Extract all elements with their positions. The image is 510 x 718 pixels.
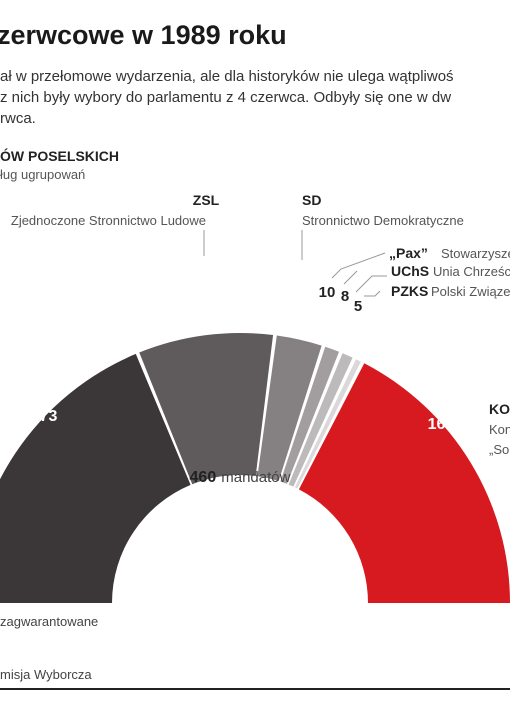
- category-name: Zjednoczone Stronnictwo Ludowe: [11, 213, 206, 228]
- category-abbr: „Pax”: [389, 245, 428, 261]
- bottom-rule: [0, 688, 510, 690]
- category-name: Stronnictwo Demokratyczne: [302, 213, 464, 228]
- category-name: Unia Chrześc: [433, 264, 510, 279]
- value-label: 5: [354, 298, 362, 315]
- slice-remaining: [0, 353, 191, 603]
- category-name: „So: [489, 442, 509, 457]
- source-note: misja Wyborcza: [0, 667, 92, 682]
- value-label: 161: [428, 416, 455, 433]
- value-label: 8: [341, 288, 349, 305]
- slice-uchs: [288, 353, 353, 487]
- leader-line: [364, 290, 381, 297]
- leader-line: [343, 270, 358, 285]
- value-label: 173: [31, 408, 58, 425]
- slice-sd: [257, 335, 322, 481]
- slice-zsl: [139, 332, 274, 485]
- category-name: Kon: [489, 422, 510, 437]
- category-abbr: ZSL: [193, 192, 220, 208]
- category-name: Stowarzysze: [441, 246, 510, 261]
- intro-line: ał w przełomowe wydarzenia, ale dla hist…: [0, 68, 454, 85]
- chart-title: zerwcowe w 1989 roku: [0, 20, 287, 50]
- value-label: 27: [294, 275, 312, 292]
- leader-line: [331, 252, 386, 279]
- slice-ko: [298, 363, 510, 603]
- center-total-value: 460: [190, 469, 217, 486]
- category-name: Polski Związe: [431, 284, 510, 299]
- center-total-unit: mandatów: [221, 469, 290, 486]
- slice-pax: [280, 346, 340, 484]
- slice-pzks: [294, 359, 361, 489]
- section-subheading: ług ugrupowań: [0, 167, 86, 182]
- category-abbr: SD: [302, 192, 321, 208]
- center-total-label: 460 mandatów: [190, 469, 291, 486]
- value-label: 10: [319, 284, 336, 301]
- category-abbr: UChS: [391, 263, 429, 279]
- intro-line: rwca.: [0, 110, 36, 127]
- leader-line: [355, 275, 387, 293]
- category-abbr: KO: [489, 401, 510, 417]
- footnote: zagwarantowane: [0, 614, 99, 629]
- value-label: 76: [197, 269, 215, 286]
- category-abbr: PZKS: [391, 283, 428, 299]
- intro-text: ał w przełomowe wydarzenia, ale dla hist…: [0, 66, 454, 129]
- intro-line: z nich były wybory do parlamentu z 4 cze…: [0, 89, 452, 106]
- section-heading: ÓW POSELSKICH: [0, 148, 120, 164]
